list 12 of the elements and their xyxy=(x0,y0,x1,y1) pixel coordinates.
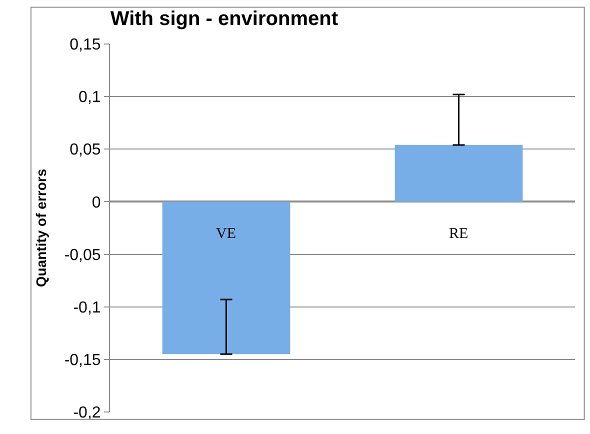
y-tick-label: 0,15 xyxy=(70,36,101,54)
y-tick-label: 0,1 xyxy=(78,89,101,106)
y-tick-label: 0,05 xyxy=(70,142,101,159)
x-tick-label: RE xyxy=(449,226,468,242)
y-tick-label: -0,05 xyxy=(64,246,101,264)
y-tick-label: 0 xyxy=(92,194,101,212)
y-axis-title: Quantity of errors xyxy=(32,168,49,288)
x-tick-label: VE xyxy=(216,226,236,242)
y-tick-label: -0,15 xyxy=(64,352,101,370)
y-tick-label: -0,1 xyxy=(73,299,101,316)
y-tick-label: -0,2 xyxy=(73,404,101,422)
chart-title: With sign - environment xyxy=(110,8,338,30)
